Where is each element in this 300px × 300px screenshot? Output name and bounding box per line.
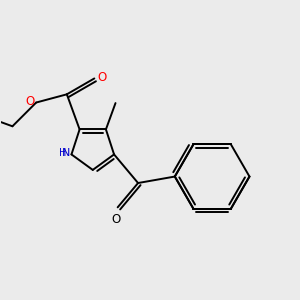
Text: O: O (25, 95, 34, 108)
Text: O: O (97, 71, 106, 84)
Text: H: H (58, 148, 66, 158)
Text: O: O (112, 213, 121, 226)
Text: N: N (62, 148, 70, 158)
